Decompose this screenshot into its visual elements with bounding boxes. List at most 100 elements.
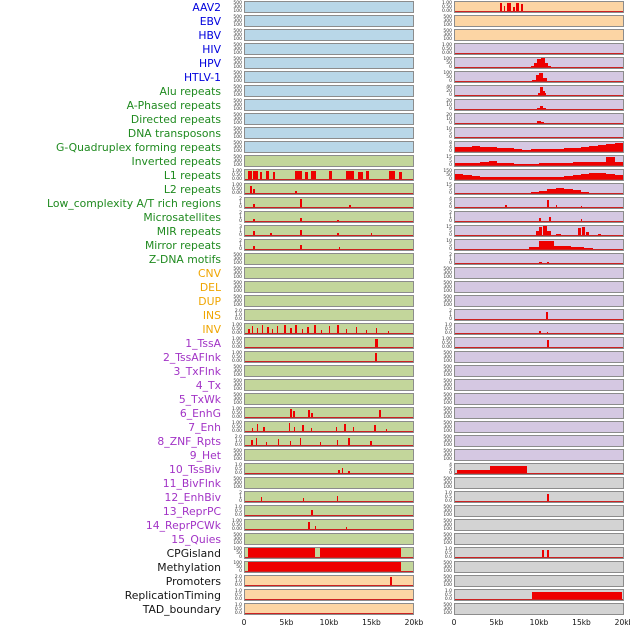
data-bar: [253, 246, 256, 250]
zero-baseline: [245, 193, 413, 194]
data-bar: [339, 247, 341, 250]
y-tick-label: 100: [233, 372, 242, 378]
data-bar: [581, 174, 590, 180]
y-tick-label: 100: [443, 400, 452, 406]
x-axis-label: 0: [241, 618, 247, 627]
y-tick-label: 500: [233, 84, 242, 90]
y-tick-label: 1: [449, 256, 452, 262]
y-tick-label: 100: [233, 36, 242, 42]
track-label: 4_Tx: [195, 378, 221, 392]
data-bar: [505, 176, 514, 180]
data-bar: [572, 162, 581, 166]
track-label: 10_TssBiv: [169, 462, 221, 476]
track-panel-right: [454, 43, 624, 55]
y-tick-label: 0: [239, 568, 242, 574]
y-tick-label: 0.0: [444, 554, 452, 560]
y-tick-label: 500: [443, 378, 452, 384]
data-bar: [606, 174, 615, 180]
y-tick-label: 100: [233, 386, 242, 392]
data-bar: [471, 175, 481, 180]
y-tick-label: 300: [233, 298, 242, 304]
track-label: INV: [202, 322, 221, 336]
track-panel-left: [244, 15, 414, 27]
track-row: TAD_boundary 1.0 0.5 0.0 500 300 100: [0, 602, 630, 616]
y-axis-ticks: 1.00 0.50 0.00: [436, 336, 454, 350]
y-tick-label: 0: [449, 260, 452, 266]
track-label: HTLV-1: [183, 70, 221, 84]
zero-baseline: [245, 571, 413, 572]
track-panel-left: [244, 491, 414, 503]
data-bar: [544, 93, 547, 96]
data-bar: [344, 423, 346, 432]
track-panel-left: [244, 561, 414, 573]
y-axis-ticks: 1.0 0.5 0.0: [436, 491, 454, 504]
zero-baseline: [245, 431, 413, 432]
zero-baseline: [245, 235, 413, 236]
y-axis-ticks: 500 300 100: [436, 407, 454, 420]
y-tick-label: 300: [443, 382, 452, 388]
track-row: HPV 500 300 100 100 50 0: [0, 56, 630, 70]
data-bar: [555, 163, 565, 166]
y-tick-label: 300: [233, 4, 242, 10]
track-panel-left: [244, 575, 414, 587]
y-tick-label: 1.0: [234, 312, 242, 318]
data-bar: [352, 427, 354, 432]
track-row: 13_ReprPC 1.0 0.5 0.0 500 300 100: [0, 504, 630, 518]
zero-baseline: [245, 221, 413, 222]
y-axis-ticks: 500 300 100: [226, 1, 244, 14]
zero-baseline: [455, 67, 623, 68]
track-row: DUP 500 300 100 500 300 100: [0, 294, 630, 308]
data-bar: [564, 189, 573, 194]
y-axis-ticks: 500 300 100: [226, 533, 244, 546]
y-tick-label: 1.0: [444, 588, 452, 594]
data-bar: [581, 191, 590, 194]
data-bar: [260, 496, 263, 502]
data-bar: [365, 330, 368, 334]
y-axis-ticks: 1.00 0.50 0.00: [226, 169, 244, 182]
data-bar: [542, 90, 545, 96]
y-tick-label: 500: [233, 98, 242, 104]
data-bar: [547, 230, 551, 236]
y-tick-label: 1: [239, 228, 242, 234]
track-panel-right: [454, 561, 624, 573]
data-bar: [505, 205, 508, 208]
y-tick-label: 1.00: [231, 182, 242, 188]
y-tick-label: 300: [443, 578, 452, 584]
y-tick-label: 0: [449, 162, 452, 168]
track-row: 7_Enh 1.00 0.50 0.00 500 300 100: [0, 420, 630, 434]
y-axis-ticks: 1.00 0.50 0.00: [226, 323, 244, 336]
data-bar: [597, 144, 607, 152]
y-tick-label: 100: [443, 442, 452, 448]
y-tick-label: 300: [443, 564, 452, 570]
y-axis-ticks: 500 300 100: [226, 477, 244, 490]
data-bar: [253, 170, 259, 180]
track-label: 11_BivFlnk: [162, 476, 221, 490]
data-bar: [614, 175, 623, 180]
track-panel-left: [244, 603, 414, 615]
y-tick-label: 100: [233, 484, 242, 490]
y-tick-label: 0.5: [444, 550, 452, 556]
track-panel-left: [244, 281, 414, 293]
data-bar: [302, 329, 304, 334]
y-tick-label: 0.50: [231, 424, 242, 430]
data-bar: [488, 177, 497, 180]
y-tick-label: 100: [233, 148, 242, 154]
track-row: MIR repeats 3 1 0 15 5 0: [0, 224, 630, 238]
track-label: CPGisland: [166, 546, 221, 560]
y-tick-label: 1.00: [441, 336, 452, 342]
y-tick-label: 500: [443, 434, 452, 440]
y-axis-ticks: 500 300 100: [226, 253, 244, 266]
data-bar: [308, 409, 311, 418]
data-bar: [512, 6, 515, 12]
track-label: 6_EnhG: [179, 406, 221, 420]
y-tick-label: 100: [233, 64, 242, 70]
y-axis-ticks: 1.0 0.5 0.0: [226, 505, 244, 518]
data-bar: [497, 176, 506, 180]
x-axis-label: 10kb: [319, 618, 339, 627]
data-bar: [505, 163, 514, 166]
y-tick-label: 100: [233, 302, 242, 308]
track-panel-left: [244, 197, 414, 209]
y-tick-label: 100: [443, 372, 452, 378]
